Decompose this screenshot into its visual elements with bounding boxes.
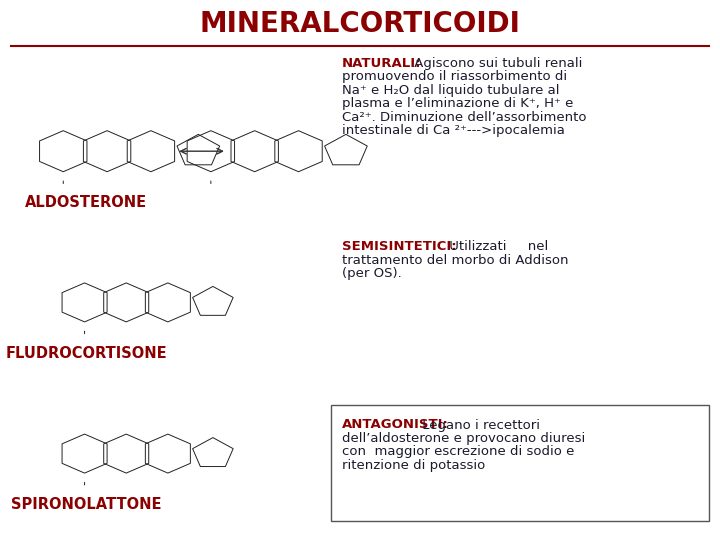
Text: (per OS).: (per OS). (342, 267, 402, 280)
Text: ritenzione di potassio: ritenzione di potassio (342, 459, 485, 472)
Text: Na⁺ e H₂O dal liquido tubulare al: Na⁺ e H₂O dal liquido tubulare al (342, 84, 559, 97)
Text: ALDOSTERONE: ALDOSTERONE (25, 195, 148, 210)
Text: promuovendo il riassorbimento di: promuovendo il riassorbimento di (342, 70, 567, 83)
Text: FLUDROCORTISONE: FLUDROCORTISONE (6, 346, 167, 361)
Text: intestinale di Ca ²⁺--->ipocalemia: intestinale di Ca ²⁺--->ipocalemia (342, 124, 565, 137)
FancyBboxPatch shape (331, 405, 709, 521)
Text: NATURALI:: NATURALI: (342, 57, 421, 70)
Text: Utilizzati     nel: Utilizzati nel (428, 240, 549, 253)
Text: MINERALCORTICOIDI: MINERALCORTICOIDI (199, 10, 521, 38)
Text: ANTAGONISTI:: ANTAGONISTI: (342, 418, 449, 431)
Text: dell’aldosterone e provocano diuresi: dell’aldosterone e provocano diuresi (342, 432, 585, 445)
Text: Legano i recettori: Legano i recettori (418, 418, 539, 431)
Text: Agiscono sui tubuli renali: Agiscono sui tubuli renali (410, 57, 582, 70)
Text: trattamento del morbo di Addison: trattamento del morbo di Addison (342, 254, 569, 267)
Text: plasma e l’eliminazione di K⁺, H⁺ e: plasma e l’eliminazione di K⁺, H⁺ e (342, 97, 573, 110)
Text: SPIRONOLATTONE: SPIRONOLATTONE (11, 497, 162, 512)
Text: con  maggior escrezione di sodio e: con maggior escrezione di sodio e (342, 446, 575, 458)
Text: SEMISINTETICI:: SEMISINTETICI: (342, 240, 456, 253)
Text: Ca²⁺. Diminuzione dell’assorbimento: Ca²⁺. Diminuzione dell’assorbimento (342, 111, 587, 124)
